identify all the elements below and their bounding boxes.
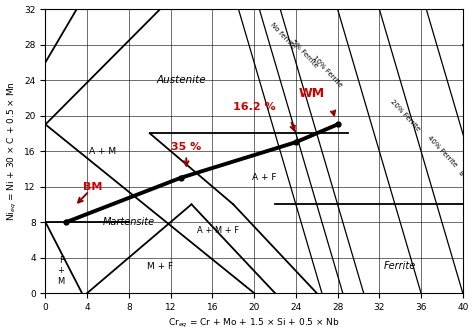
Text: F
+
M: F + M	[57, 256, 65, 286]
Text: A + M: A + M	[89, 146, 117, 156]
Text: WM: WM	[299, 87, 325, 100]
Y-axis label: Ni$_{eq}$ = Ni + 30 × C + 0.5 × Mn: Ni$_{eq}$ = Ni + 30 × C + 0.5 × Mn	[6, 81, 18, 221]
Text: 80% Ferrite: 80% Ferrite	[457, 170, 474, 203]
Text: 40% Ferrite: 40% Ferrite	[426, 134, 458, 168]
Text: No ferrite: No ferrite	[270, 22, 297, 50]
Text: Austenite: Austenite	[156, 75, 206, 85]
Text: 16.2 %: 16.2 %	[233, 102, 275, 112]
Text: 20% Ferrite: 20% Ferrite	[390, 99, 421, 132]
Text: A + F: A + F	[252, 173, 277, 182]
Text: 5% Ferrite: 5% Ferrite	[291, 38, 319, 69]
Text: Martensite: Martensite	[103, 217, 155, 227]
Text: 10% Ferrite: 10% Ferrite	[311, 54, 343, 88]
Text: A + M + F: A + M + F	[197, 226, 238, 236]
Text: 100% Ferrite: 100% Ferrite	[463, 204, 474, 241]
Text: Ferrite: Ferrite	[384, 261, 416, 271]
Text: BM: BM	[82, 181, 102, 192]
Text: 35 %: 35 %	[171, 141, 201, 152]
X-axis label: Cr$_{eq}$ = Cr + Mo + 1.5 × Si + 0.5 × Nb: Cr$_{eq}$ = Cr + Mo + 1.5 × Si + 0.5 × N…	[168, 317, 340, 330]
Text: M + F: M + F	[147, 262, 173, 271]
